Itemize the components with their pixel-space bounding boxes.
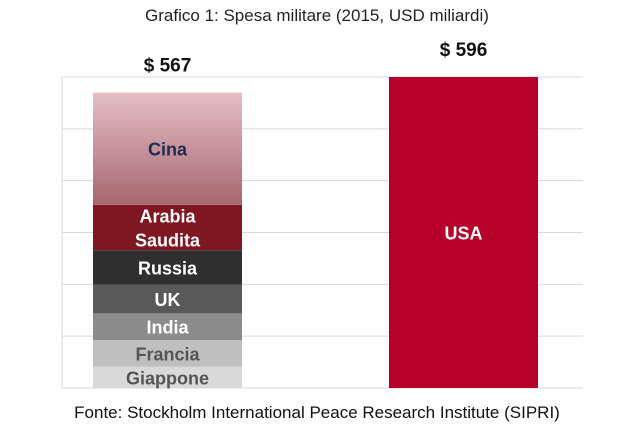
segment-label: Saudita [135, 231, 201, 251]
bar-total-label: $ 596 [440, 40, 488, 61]
chart-source: Fonte: Stockholm International Peace Res… [74, 403, 560, 422]
segment-label: India [146, 318, 189, 338]
segment-label: Francia [135, 344, 200, 364]
segment-label: UK [155, 290, 181, 310]
bar-total-label: $ 567 [144, 56, 192, 77]
bar-segment-india [93, 313, 242, 340]
bars [93, 77, 538, 388]
bar-segment-uk [93, 284, 242, 314]
bar-segment-giappone [93, 366, 242, 388]
bar-segment-russia [93, 250, 242, 285]
bar-segment-arabia-saudita [93, 204, 242, 251]
segment-label: USA [444, 224, 482, 244]
segment-label: Arabia [139, 207, 196, 227]
labels: Giappone Francia India UK Russia Arabia Saudit… [126, 40, 487, 388]
bar-segment-cina [93, 92, 242, 205]
bar-segment-francia [93, 339, 242, 367]
segment-label: Cina [148, 140, 188, 160]
chart-title: Grafico 1: Spesa militare (2015, USD mil… [145, 6, 489, 25]
segment-label: Giappone [126, 368, 209, 388]
bar-segment-usa [389, 77, 538, 388]
segment-label: Russia [138, 258, 198, 278]
